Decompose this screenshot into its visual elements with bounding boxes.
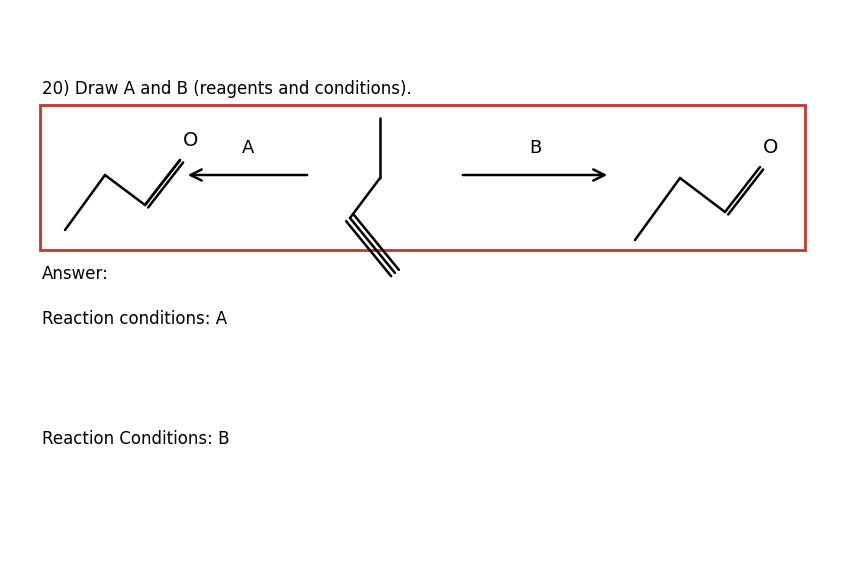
Text: O: O [763,138,779,157]
Bar [40,105,805,250]
Text: 20) Draw A and B (reagents and conditions).: 20) Draw A and B (reagents and condition… [42,80,411,98]
Text: A: A [241,139,254,157]
Text: Reaction Conditions: B: Reaction Conditions: B [42,430,230,448]
Text: B: B [529,139,541,157]
Text: O: O [183,131,198,150]
Text: Reaction conditions: A: Reaction conditions: A [42,310,227,328]
Text: Answer:: Answer: [42,265,109,283]
